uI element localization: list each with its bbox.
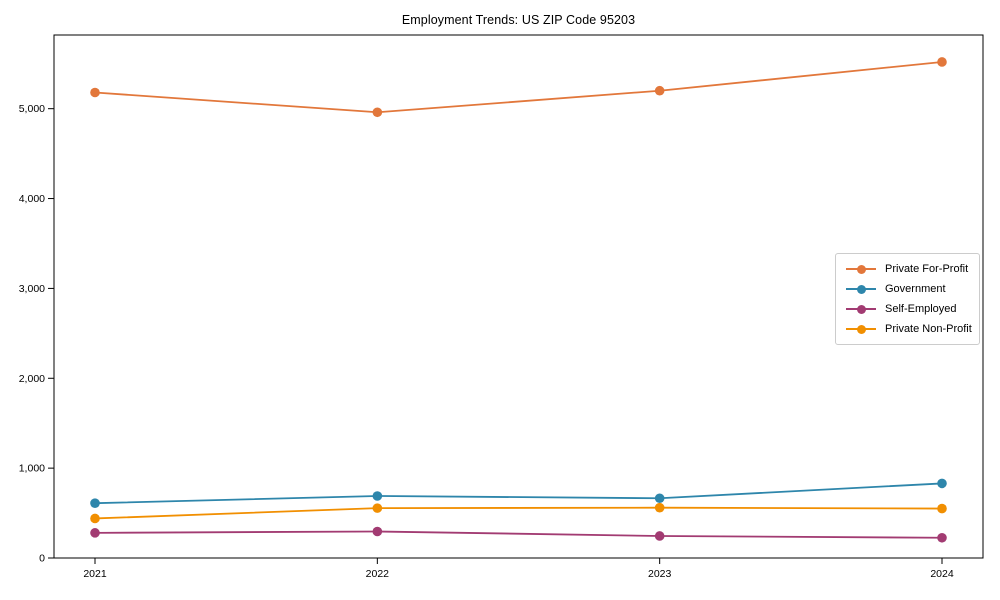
data-point-marker bbox=[90, 513, 100, 524]
series-line bbox=[94, 482, 943, 505]
data-point-marker bbox=[937, 57, 947, 67]
x-axis-tick-label: 2023 bbox=[648, 568, 672, 580]
legend-line-marker-icon bbox=[846, 303, 876, 315]
series-private-non-profit bbox=[90, 502, 947, 524]
x-axis-tick-label: 2021 bbox=[83, 568, 107, 580]
data-point-marker bbox=[654, 502, 665, 513]
data-point-marker bbox=[654, 531, 665, 541]
data-point-marker bbox=[937, 532, 947, 543]
data-point-marker bbox=[372, 503, 383, 513]
data-point-marker bbox=[90, 498, 100, 508]
y-axis-tick-label: 0 bbox=[39, 553, 45, 565]
legend-label: Government bbox=[885, 283, 946, 295]
legend-line-marker-icon bbox=[846, 283, 876, 295]
y-axis-tick-label: 1,000 bbox=[19, 463, 45, 475]
data-point-marker bbox=[90, 528, 100, 538]
chart-title: Employment Trends: US ZIP Code 95203 bbox=[401, 13, 636, 27]
data-point-marker bbox=[654, 85, 665, 96]
legend-item: Private Non-Profit bbox=[846, 319, 972, 339]
x-axis-tick-label: 2022 bbox=[366, 568, 390, 580]
series-government bbox=[90, 478, 947, 508]
data-point-marker bbox=[90, 87, 100, 98]
data-point-marker bbox=[654, 493, 665, 504]
legend-item: Government bbox=[846, 279, 971, 299]
legend-item: Self-Employed bbox=[846, 299, 971, 319]
y-axis-tick-label: 5,000 bbox=[19, 103, 45, 115]
series-self-employed bbox=[90, 526, 947, 543]
y-axis-tick-label: 2,000 bbox=[19, 373, 45, 385]
legend-line-marker-icon bbox=[846, 263, 876, 275]
legend-item: Private For-Profit bbox=[846, 259, 971, 279]
data-point-marker bbox=[372, 526, 383, 537]
legend-label: Self-Employed bbox=[885, 303, 957, 315]
series-line bbox=[94, 530, 943, 539]
data-point-marker bbox=[937, 478, 947, 489]
x-axis-tick-label: 2024 bbox=[930, 568, 954, 580]
series-private-for-profit bbox=[90, 57, 947, 118]
y-axis-tick-label: 3,000 bbox=[19, 283, 45, 295]
data-point-marker bbox=[372, 491, 383, 501]
legend: Private For-Profit Government Self-Employe… bbox=[835, 253, 980, 345]
legend-label: Private For-Profit bbox=[885, 263, 969, 275]
legend-label: Private Non-Profit bbox=[885, 323, 972, 335]
plot-frame bbox=[53, 34, 984, 559]
data-point-marker bbox=[372, 107, 383, 118]
series-line bbox=[94, 61, 943, 114]
legend-line-marker-icon bbox=[846, 323, 876, 335]
series-line bbox=[94, 506, 943, 520]
y-axis-tick-label: 4,000 bbox=[19, 193, 45, 205]
data-point-marker bbox=[937, 503, 947, 514]
